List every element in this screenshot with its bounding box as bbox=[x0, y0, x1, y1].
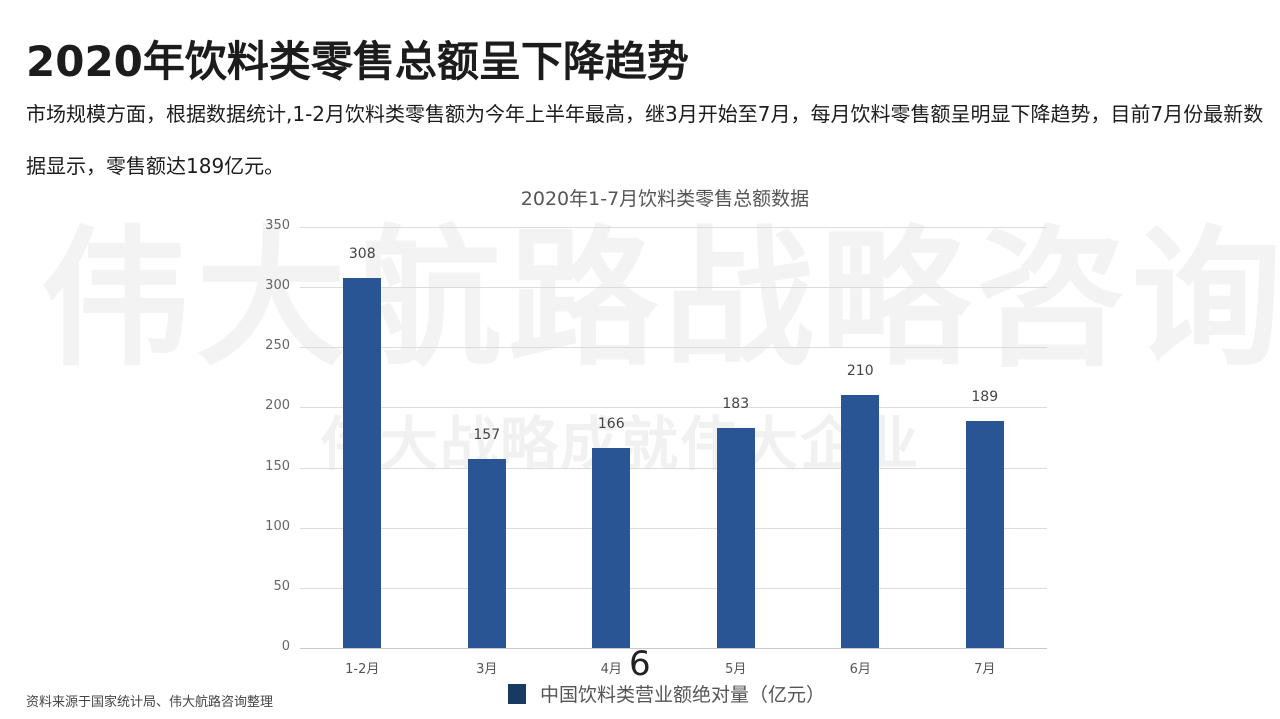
gridline bbox=[300, 287, 1047, 289]
chart-legend: 中国饮料类营业额绝对量（亿元） bbox=[508, 680, 825, 707]
y-tick-label: 50 bbox=[273, 578, 290, 594]
x-tick-label: 7月 bbox=[974, 662, 996, 677]
y-tick-label: 350 bbox=[265, 218, 290, 233]
watermark-main: 伟大航路战略咨询 bbox=[40, 213, 1280, 387]
page-description: 市场规模方面，根据数据统计,1-2月饮料类零售额为今年上半年最高，继3月开始至7… bbox=[26, 102, 1264, 178]
x-tick-label: 5月 bbox=[725, 662, 747, 677]
bar bbox=[343, 277, 382, 648]
x-tick-label: 4月 bbox=[600, 662, 622, 677]
chart-title: 2020年1-7月饮料类零售总额数据 bbox=[520, 188, 810, 210]
bar-value-label: 189 bbox=[971, 388, 999, 405]
bar-value-label: 210 bbox=[846, 363, 874, 380]
bar bbox=[965, 420, 1004, 648]
y-tick-label: 150 bbox=[265, 458, 290, 474]
bar-value-label: 183 bbox=[722, 395, 750, 412]
gridline bbox=[300, 347, 1047, 349]
gridline bbox=[300, 467, 1047, 469]
gridline bbox=[300, 527, 1047, 529]
bar bbox=[716, 427, 755, 648]
bar-value-label: 166 bbox=[597, 416, 625, 433]
source-note: 资料来源于国家统计局、伟大航路咨询整理 bbox=[26, 695, 274, 710]
legend-swatch-icon bbox=[508, 683, 526, 704]
page-title: 2020年饮料类零售总额呈下降趋势 bbox=[26, 37, 689, 86]
gridline bbox=[300, 227, 1047, 228]
bar bbox=[592, 448, 631, 648]
x-tick-label: 6月 bbox=[849, 662, 871, 677]
y-tick-label: 200 bbox=[265, 398, 290, 414]
gridline bbox=[300, 648, 1047, 649]
x-tick-label: 3月 bbox=[476, 662, 498, 677]
bar bbox=[467, 459, 506, 648]
y-tick-label: 100 bbox=[265, 518, 290, 534]
y-tick-label: 300 bbox=[265, 278, 290, 294]
gridline bbox=[300, 407, 1047, 409]
legend-label: 中国饮料类营业额绝对量（亿元） bbox=[540, 684, 826, 706]
bar-value-label: 157 bbox=[473, 427, 501, 444]
bar bbox=[841, 395, 880, 648]
bar-value-label: 308 bbox=[348, 245, 376, 262]
gridline bbox=[300, 587, 1047, 589]
page-number: 6 bbox=[629, 644, 651, 684]
y-tick-label: 0 bbox=[281, 639, 290, 654]
y-tick-label: 250 bbox=[265, 338, 290, 354]
x-tick-label: 1-2月 bbox=[345, 662, 380, 677]
chart-plot-area: 0 50 100 150 200 250 300 350 308 1-2月 157 3月 166 4月 18… bbox=[265, 218, 1047, 677]
